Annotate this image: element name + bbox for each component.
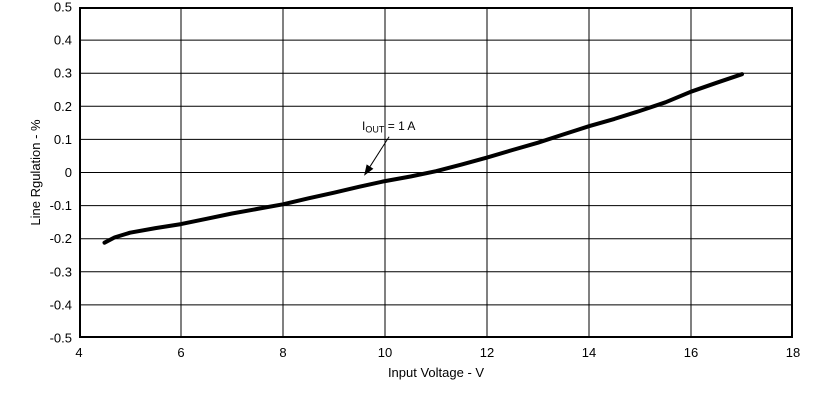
y-tick-label: 0.5 (54, 0, 72, 15)
y-tick-label: -0.1 (50, 198, 72, 213)
data-curve-layer (102, 72, 744, 245)
data-curve (102, 72, 744, 245)
x-tick-label: 10 (378, 345, 392, 360)
y-tick-label: -0.3 (50, 264, 72, 279)
y-tick-label: 0.4 (54, 33, 72, 48)
annotation: IOUT = 1 A (362, 119, 415, 176)
annotation-label: IOUT = 1 A (362, 119, 415, 135)
annotation-arrowhead (364, 164, 374, 176)
y-axis-title: Line Rgulation - % (28, 119, 43, 226)
x-tick-label: 16 (684, 345, 698, 360)
y-tick-label: -0.2 (50, 231, 72, 246)
x-axis-title: Input Voltage - V (388, 365, 484, 380)
annotation-arrow-line (369, 136, 390, 167)
x-tick-label: 4 (75, 345, 82, 360)
y-tick-label: -0.4 (50, 297, 72, 312)
gridlines (79, 7, 793, 338)
x-tick-label: 8 (279, 345, 286, 360)
tick-labels: 4 6 8 10 12 14 16 18 0.5 0.4 0.3 0.2 0.1 0 -0.1 -0.2 -0.… (50, 0, 801, 360)
x-tick-label: 14 (582, 345, 596, 360)
y-tick-label: 0.2 (54, 99, 72, 114)
plot-border (79, 7, 793, 338)
y-tick-label: 0.3 (54, 66, 72, 81)
x-tick-label: 12 (480, 345, 494, 360)
y-tick-label: 0 (65, 165, 72, 180)
y-tick-label: 0.1 (54, 132, 72, 147)
y-tick-label: -0.5 (50, 331, 72, 346)
x-tick-label: 6 (177, 345, 184, 360)
x-tick-label: 18 (786, 345, 800, 360)
